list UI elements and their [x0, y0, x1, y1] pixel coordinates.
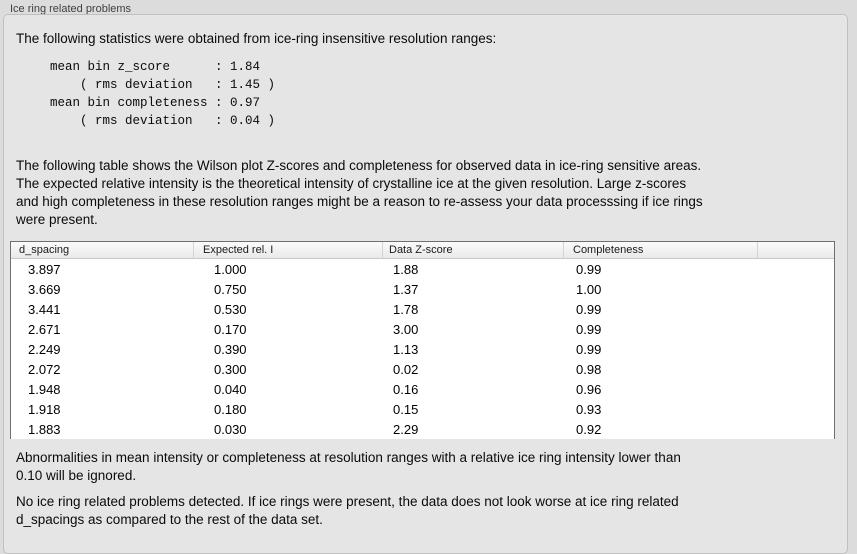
cell-d-spacing: 2.249 — [28, 341, 61, 357]
cell-data-z-score: 0.02 — [393, 361, 419, 377]
cell-expected-rel-i: 1.000 — [214, 261, 247, 277]
ignore-note: Abnormalities in mean intensity or compl… — [16, 449, 681, 485]
column-header-d-spacing[interactable]: d_spacing — [11, 242, 194, 258]
cell-data-z-score: 1.13 — [393, 341, 419, 357]
cell-completeness: 0.99 — [576, 301, 602, 317]
cell-completeness: 0.93 — [576, 401, 602, 417]
description-line: The expected relative intensity is the t… — [16, 176, 687, 191]
ice-ring-report-window: { "panel": { "title": "Ice ring related … — [3, 3, 848, 554]
column-header-expected-rel-i[interactable]: Expected rel. I — [194, 242, 383, 258]
cell-data-z-score: 1.88 — [393, 261, 419, 277]
cell-d-spacing: 1.918 — [28, 401, 61, 417]
description-text: The following table shows the Wilson plo… — [16, 157, 703, 229]
cell-expected-rel-i: 0.030 — [214, 421, 247, 437]
description-line: and high completeness in these resolutio… — [16, 194, 703, 209]
panel-title: Ice ring related problems — [10, 3, 132, 15]
ignore-note-line: Abnormalities in mean intensity or compl… — [16, 450, 681, 465]
table-row[interactable]: 2.249 0.390 1.13 0.99 — [11, 339, 834, 359]
cell-data-z-score: 0.15 — [393, 401, 419, 417]
conclusion-line: d_spacings as compared to the rest of th… — [16, 512, 323, 527]
cell-d-spacing: 2.671 — [28, 321, 61, 337]
cell-d-spacing: 3.669 — [28, 281, 61, 297]
cell-data-z-score: 3.00 — [393, 321, 419, 337]
cell-d-spacing: 1.883 — [28, 421, 61, 437]
description-line: The following table shows the Wilson plo… — [16, 158, 702, 173]
table-row[interactable]: 2.671 0.170 3.00 0.99 — [11, 319, 834, 339]
table-row[interactable]: 1.948 0.040 0.16 0.96 — [11, 379, 834, 399]
table-header: d_spacing Expected rel. I Data Z-score C… — [11, 242, 834, 259]
stats-block: mean bin z_score : 1.84 ( rms deviation … — [50, 58, 275, 130]
cell-d-spacing: 2.072 — [28, 361, 61, 377]
cell-data-z-score: 1.78 — [393, 301, 419, 317]
cell-expected-rel-i: 0.300 — [214, 361, 247, 377]
cell-data-z-score: 1.37 — [393, 281, 419, 297]
cell-d-spacing: 3.441 — [28, 301, 61, 317]
ignore-note-line: 0.10 will be ignored. — [16, 468, 137, 483]
cell-data-z-score: 2.29 — [393, 421, 419, 437]
cell-completeness: 0.98 — [576, 361, 602, 377]
cell-expected-rel-i: 0.530 — [214, 301, 247, 317]
table-row[interactable]: 3.897 1.000 1.88 0.99 — [11, 259, 834, 279]
column-header-filler — [758, 242, 834, 258]
cell-completeness: 1.00 — [576, 281, 602, 297]
cell-completeness: 0.99 — [576, 321, 602, 337]
cell-completeness: 0.99 — [576, 261, 602, 277]
cell-completeness: 0.96 — [576, 381, 602, 397]
stats-line: mean bin z_score : 1.84 — [50, 60, 261, 74]
intro-text: The following statistics were obtained f… — [16, 31, 497, 46]
cell-expected-rel-i: 0.040 — [214, 381, 247, 397]
cell-completeness: 0.99 — [576, 341, 602, 357]
description-line: were present. — [16, 212, 98, 227]
table-row[interactable]: 1.918 0.180 0.15 0.93 — [11, 399, 834, 419]
table-row[interactable]: 2.072 0.300 0.02 0.98 — [11, 359, 834, 379]
conclusion-line: No ice ring related problems detected. I… — [16, 494, 679, 509]
column-header-completeness[interactable]: Completeness — [564, 242, 758, 258]
stats-line: ( rms deviation : 0.04 ) — [50, 114, 276, 128]
cell-expected-rel-i: 0.180 — [214, 401, 247, 417]
column-header-data-z-score[interactable]: Data Z-score — [383, 242, 564, 258]
cell-expected-rel-i: 0.390 — [214, 341, 247, 357]
cell-d-spacing: 3.897 — [28, 261, 61, 277]
cell-completeness: 0.92 — [576, 421, 602, 437]
cell-expected-rel-i: 0.750 — [214, 281, 247, 297]
table-row[interactable]: 3.669 0.750 1.37 1.00 — [11, 279, 834, 299]
ice-ring-table: d_spacing Expected rel. I Data Z-score C… — [10, 241, 835, 439]
cell-data-z-score: 0.16 — [393, 381, 419, 397]
conclusion-text: No ice ring related problems detected. I… — [16, 493, 679, 529]
stats-line: ( rms deviation : 1.45 ) — [50, 78, 276, 92]
cell-d-spacing: 1.948 — [28, 381, 61, 397]
cell-expected-rel-i: 0.170 — [214, 321, 247, 337]
table-row[interactable]: 3.441 0.530 1.78 0.99 — [11, 299, 834, 319]
table-row[interactable]: 1.883 0.030 2.29 0.92 — [11, 419, 834, 439]
stats-line: mean bin completeness : 0.97 — [50, 96, 261, 110]
